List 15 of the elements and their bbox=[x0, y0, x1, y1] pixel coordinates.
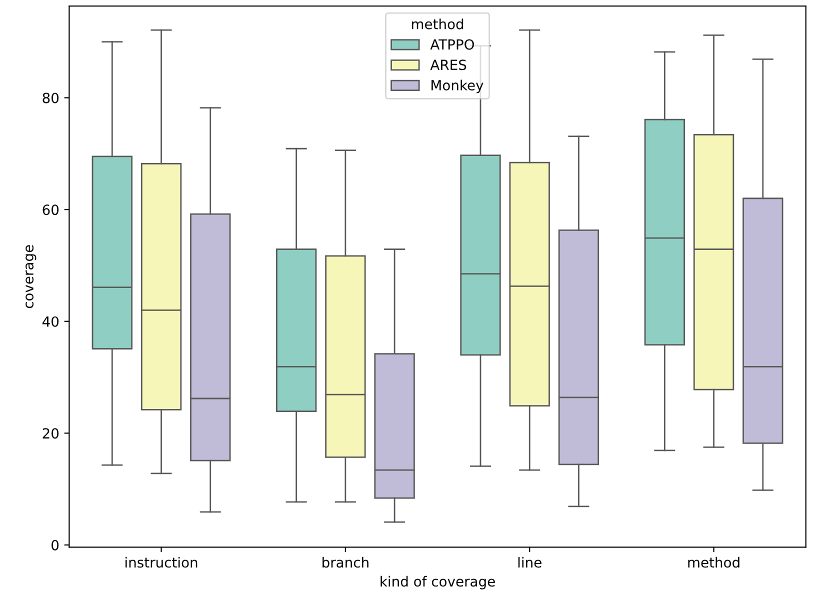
x-tick-label: instruction bbox=[126, 556, 198, 568]
legend-label: ARES bbox=[430, 60, 466, 70]
x-tick-label: line bbox=[518, 556, 542, 568]
y-tick-label: 0 bbox=[52, 540, 59, 550]
legend-label: Monkey bbox=[432, 80, 484, 94]
x-tick-label: method bbox=[688, 556, 740, 568]
legend-title: method bbox=[412, 18, 464, 30]
y-tick-label: 20 bbox=[42, 428, 59, 439]
x-axis-title: kind of coverage bbox=[380, 576, 495, 590]
legend-label: ATPPO bbox=[430, 39, 474, 50]
y-axis-title: coverage bbox=[26, 245, 36, 308]
y-tick-label: 80 bbox=[42, 92, 59, 104]
x-tick-label: branch bbox=[322, 556, 368, 568]
y-tick-label: 40 bbox=[42, 316, 59, 327]
y-tick-label: 60 bbox=[42, 204, 59, 216]
